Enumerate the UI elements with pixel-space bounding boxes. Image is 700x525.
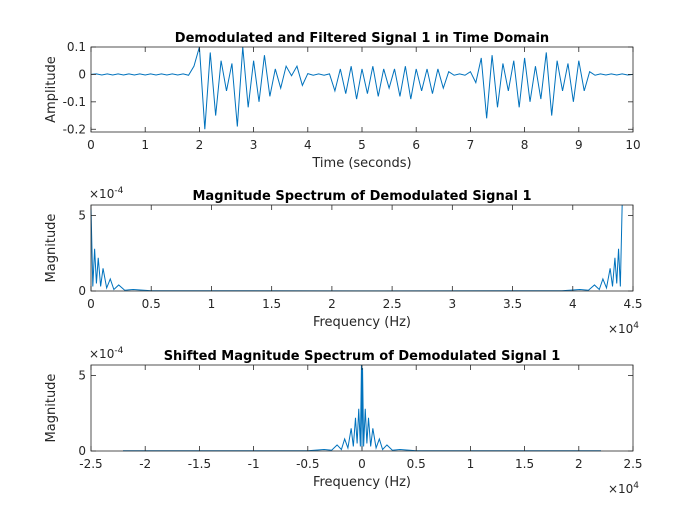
x-tick-label: 1 [467, 457, 475, 471]
x-tick-label: 4.5 [623, 297, 642, 311]
data-line [90, 46, 634, 130]
plot-area [91, 205, 633, 291]
multiplier-exponent: -4 [114, 186, 123, 196]
x-tick-label: -1 [248, 457, 260, 471]
x-tick-label: -2.5 [79, 457, 102, 471]
y-tick-label: 0 [78, 444, 86, 458]
x-tick-label: 3 [449, 297, 457, 311]
x-tick-label: 0 [87, 138, 95, 152]
multiplier-base: ×10 [608, 322, 633, 336]
x-tick-label: 0 [87, 297, 95, 311]
x-tick-label: 2 [328, 297, 336, 311]
chart-title: Shifted Magnitude Spectrum of Demodulate… [164, 349, 561, 364]
y-tick-label: 0 [78, 67, 86, 81]
x-tick-label: -1.5 [188, 457, 211, 471]
axis-multiplier: ×10-4 [89, 346, 124, 361]
x-tick-label: 9 [575, 138, 583, 152]
y-axis-label: Magnitude [44, 214, 59, 283]
x-tick-label: 6 [412, 138, 420, 152]
x-axis-label: Frequency (Hz) [313, 315, 411, 330]
y-tick-label: -0.1 [63, 95, 86, 109]
x-tick-label: 4 [569, 297, 577, 311]
y-tick-label: 5 [78, 209, 86, 223]
axes-box [90, 204, 634, 292]
x-tick-label: 1.5 [262, 297, 281, 311]
x-tick-label: 2 [196, 138, 204, 152]
y-tick-label: -0.2 [63, 122, 86, 136]
x-tick-label: 8 [521, 138, 529, 152]
x-tick-label: 0.5 [142, 297, 161, 311]
x-tick-label: 1 [141, 138, 149, 152]
axis-multiplier: ×10-4 [89, 186, 124, 201]
y-axis-label: Amplitude [44, 56, 59, 123]
x-tick-label: 3 [250, 138, 258, 152]
x-tick-label: 7 [467, 138, 475, 152]
y-tick-label: 5 [78, 369, 86, 383]
multiplier-exponent: 4 [633, 481, 639, 491]
x-axis-label: Frequency (Hz) [313, 475, 411, 490]
x-tick-label: -0.5 [296, 457, 319, 471]
x-tick-label: 2 [575, 457, 583, 471]
multiplier-exponent: -4 [114, 346, 123, 356]
chart-title: Magnitude Spectrum of Demodulated Signal… [192, 189, 531, 204]
y-tick-label: 0 [78, 284, 86, 298]
x-tick-label: 4 [304, 138, 312, 152]
y-tick-label: 0.1 [67, 40, 86, 54]
x-axis-label: Time (seconds) [311, 156, 411, 171]
x-tick-label: 2.5 [623, 457, 642, 471]
multiplier-exponent: 4 [633, 321, 639, 331]
x-tick-label: 1.5 [515, 457, 534, 471]
x-tick-label: 1 [208, 297, 216, 311]
multiplier-base: ×10 [89, 187, 114, 201]
axis-multiplier: ×104 [608, 321, 639, 336]
x-tick-label: 2.5 [383, 297, 402, 311]
axis-multiplier: ×104 [608, 481, 639, 496]
chart-title: Demodulated and Filtered Signal 1 in Tim… [175, 31, 549, 46]
x-tick-label: 5 [358, 138, 366, 152]
x-tick-label: 10 [625, 138, 640, 152]
x-tick-label: 0 [358, 457, 366, 471]
x-tick-label: -2 [139, 457, 151, 471]
x-tick-label: 3.5 [503, 297, 522, 311]
x-tick-label: 0.5 [407, 457, 426, 471]
multiplier-base: ×10 [89, 347, 114, 361]
plot-area [91, 47, 633, 132]
multiplier-base: ×10 [608, 482, 633, 496]
y-axis-label: Magnitude [44, 374, 59, 443]
